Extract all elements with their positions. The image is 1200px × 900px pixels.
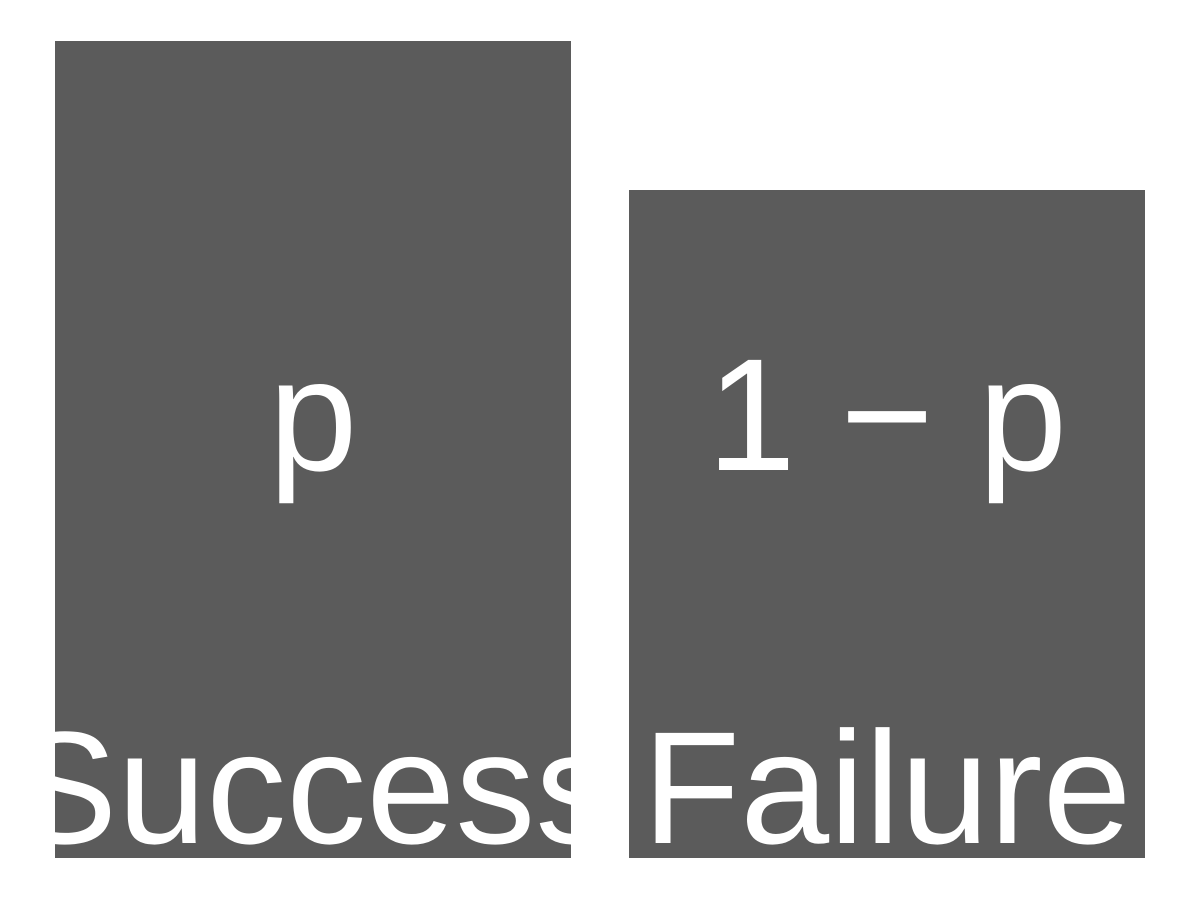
value-label-success: p xyxy=(269,325,358,504)
category-label-failure: Failure xyxy=(642,698,1131,877)
bar-success xyxy=(55,41,571,858)
value-label-failure: 1 − p xyxy=(707,325,1067,504)
bar-failure xyxy=(629,190,1145,858)
category-label-success: Success xyxy=(11,698,616,877)
